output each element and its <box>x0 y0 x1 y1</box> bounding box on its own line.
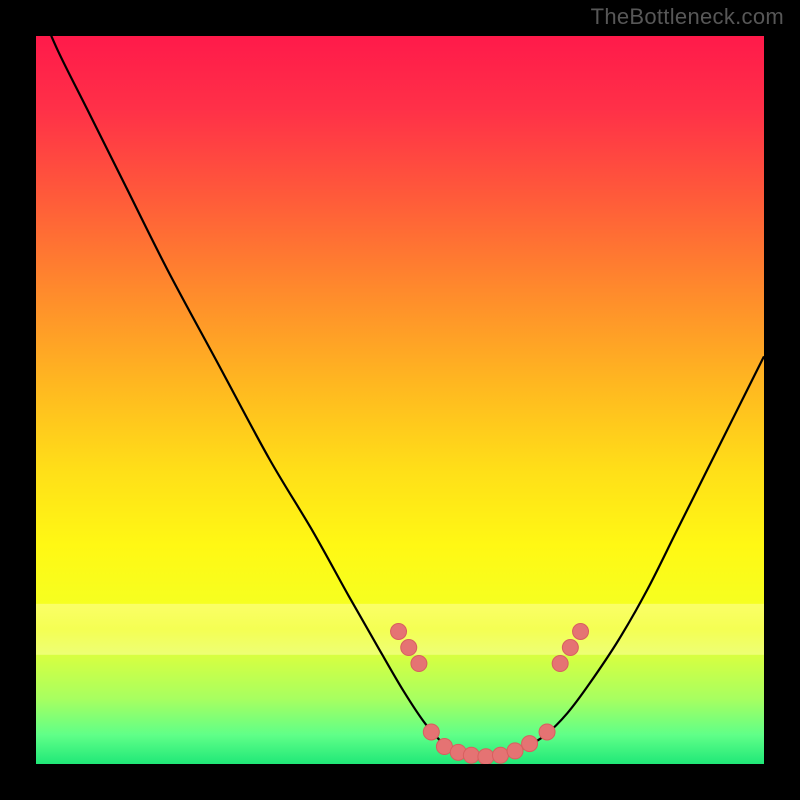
plot-area <box>36 36 764 764</box>
marker-dot <box>522 736 538 752</box>
marker-dot <box>507 743 523 759</box>
watermark-text: TheBottleneck.com <box>591 4 784 30</box>
marker-dot <box>411 656 427 672</box>
marker-dot <box>478 749 494 764</box>
marker-dot <box>391 624 407 640</box>
marker-dot <box>539 724 555 740</box>
plot-svg <box>36 36 764 764</box>
marker-dot <box>423 724 439 740</box>
marker-dot <box>573 624 589 640</box>
marker-dot <box>552 656 568 672</box>
marker-dot <box>562 640 578 656</box>
marker-dot <box>401 640 417 656</box>
marker-dot <box>463 747 479 763</box>
marker-dot <box>492 747 508 763</box>
stage: TheBottleneck.com <box>0 0 800 800</box>
